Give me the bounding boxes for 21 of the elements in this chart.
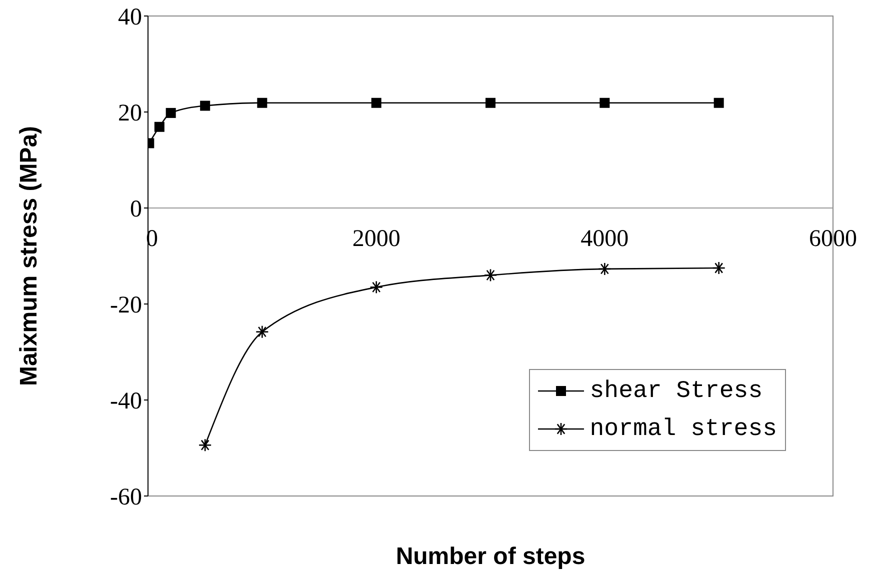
y-tick-label: -40 [110, 388, 142, 415]
y-tick-label: 20 [118, 100, 142, 127]
y-axis-title: Maixmum stress (MPa) [16, 126, 43, 386]
y-tick-label: -20 [110, 292, 142, 319]
x-tick-label: 4000 [580, 226, 629, 252]
point [154, 122, 164, 132]
y-tick-label: -60 [110, 484, 142, 511]
point [714, 98, 724, 108]
x-tick-label: 2000 [352, 226, 400, 252]
y-tick-label: 0 [130, 196, 142, 223]
legend-label: shear Stress [590, 378, 763, 404]
legend-label: normal stress [590, 416, 777, 442]
point [166, 108, 176, 118]
x-tick-label: 6000 [809, 226, 857, 252]
y-tick-label: 40 [118, 4, 142, 31]
point [257, 98, 268, 108]
point [371, 98, 382, 108]
point [600, 98, 610, 108]
point [486, 98, 496, 108]
x-axis-title: Number of steps [396, 543, 586, 570]
point [200, 100, 210, 111]
